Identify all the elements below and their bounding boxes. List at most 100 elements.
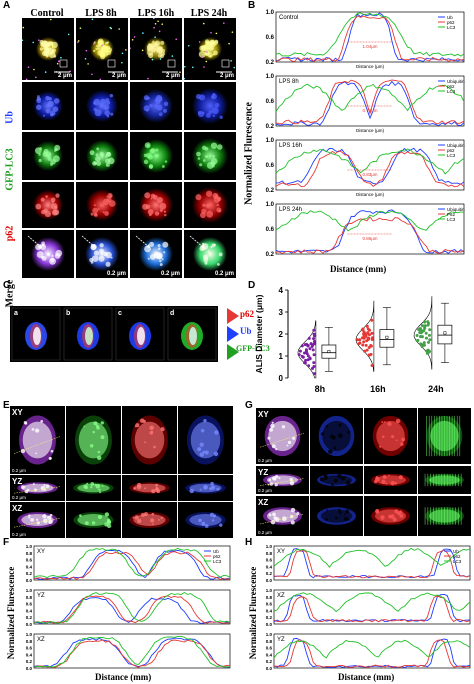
- series-line-ub: [275, 12, 465, 63]
- data-point: [424, 331, 428, 335]
- panel-e-view-2-2: [122, 502, 177, 538]
- subplot-title: XY: [277, 549, 285, 555]
- panel-label-b: B: [248, 0, 256, 11]
- y-tick-label: 0.8: [266, 595, 273, 600]
- legend-entry: p62: [447, 20, 455, 25]
- data-point: [308, 347, 312, 351]
- data-point: [362, 340, 366, 344]
- panel-e-view-1-0: YZ 0.2 μm: [10, 475, 65, 501]
- data-point: [370, 318, 374, 322]
- data-point: [297, 353, 301, 357]
- subplot-title: YZ: [37, 593, 45, 599]
- data-point: [427, 333, 431, 337]
- series-line-p62: [33, 595, 231, 624]
- series-line-p62: [275, 15, 465, 63]
- y-tick-label: 0.2: [26, 659, 33, 664]
- data-point: [312, 361, 316, 365]
- x-category-label: 16h: [370, 384, 386, 394]
- box-24h: [437, 324, 453, 345]
- data-point: [312, 342, 316, 346]
- panel-g-view-1-1: [310, 466, 363, 494]
- y-tick-label: 2: [279, 330, 284, 339]
- series-line-ub: [273, 593, 471, 623]
- data-point: [427, 340, 431, 344]
- series-line-p62: [275, 150, 465, 188]
- render-label: a: [14, 310, 18, 317]
- data-point: [419, 335, 423, 339]
- y-tick-label: 1.0: [26, 588, 33, 593]
- data-point: [309, 342, 313, 346]
- legend-entry: Ub: [447, 15, 453, 20]
- y-tick-label: 0.6: [266, 646, 273, 651]
- panel-e-view-0-0: XY 0.2 μm: [10, 406, 65, 474]
- data-point: [307, 364, 311, 368]
- panel-e-view-1-3: [178, 475, 233, 501]
- data-point: [424, 336, 428, 340]
- row-header-p62: p62: [4, 225, 16, 242]
- legend-entry: p62: [447, 84, 455, 89]
- series-line-ub: [275, 147, 465, 185]
- data-point: [310, 366, 314, 370]
- data-point: [370, 364, 374, 368]
- width-annotation: 0.86μm: [362, 236, 377, 241]
- y-tick-label: 0.6: [266, 163, 275, 169]
- series-line-p62: [33, 639, 231, 668]
- micrograph-overview-lps8h: 2 μm: [76, 18, 128, 80]
- panel-label-c: C: [3, 280, 11, 291]
- legend-entry: LC3: [447, 217, 456, 222]
- legend-entry: LC3: [447, 25, 456, 30]
- view-plane-label: XY: [12, 408, 23, 417]
- render-3d-c: c: [114, 306, 166, 362]
- y-tick-label: 0.6: [26, 558, 33, 563]
- y-tick-label: 0.0: [26, 578, 33, 583]
- data-point: [312, 328, 316, 332]
- panel-e-view-2-1: [66, 502, 121, 538]
- subplot-title: YZ: [277, 637, 285, 643]
- view-plane-label: YZ: [258, 468, 268, 477]
- data-point: [310, 344, 314, 348]
- data-point: [415, 333, 419, 337]
- panel-e-view-0-1: [66, 406, 121, 474]
- data-point: [358, 338, 362, 342]
- width-annotation: 0.71μm: [362, 108, 377, 113]
- panelF-subplot-2: 1.0 0.8 0.60.4 0.2 0.0 XZ: [26, 632, 231, 671]
- subplot-xlabel: Distance (μm): [356, 192, 385, 197]
- scale-bar-label: 2 μm: [165, 73, 180, 79]
- series-line-lc3: [273, 639, 471, 659]
- micrograph-lc3-lps8h: [76, 132, 128, 180]
- panel-g-view-2-2: [364, 496, 417, 536]
- data-point: [423, 324, 427, 328]
- subplot-title: XZ: [277, 593, 285, 599]
- subplot-xlabel: Distance (μm): [356, 64, 385, 69]
- mean-marker: [385, 335, 389, 339]
- data-point: [312, 353, 316, 357]
- x-category-label: 24h: [428, 384, 444, 394]
- series-line-p62: [273, 595, 471, 623]
- panel-e-view-1-2: [122, 475, 177, 501]
- micrograph-lc3-lps24h: [184, 132, 236, 180]
- render-3d-d: d: [166, 306, 218, 362]
- data-point: [422, 341, 426, 345]
- data-point: [300, 344, 304, 348]
- y-tick-label: 1.0: [266, 138, 275, 144]
- micrograph-overview-lps24h: 2 μm: [184, 18, 236, 80]
- y-tick-label: 0.2: [266, 659, 273, 664]
- scale-bar-label: 0.2 μm: [106, 271, 126, 277]
- data-point: [361, 343, 365, 347]
- series-line-p62: [273, 639, 471, 668]
- view-plane-label: XY: [258, 410, 269, 419]
- series-line-p62: [273, 549, 471, 579]
- data-point: [304, 358, 308, 362]
- y-tick-label: 0.8: [266, 639, 273, 644]
- subplot-title: LPS 24h: [279, 207, 302, 213]
- render-label: d: [170, 310, 174, 317]
- y-tick-label: 1.0: [266, 202, 275, 208]
- subplot-title: XY: [37, 549, 45, 555]
- mean-marker: [443, 331, 447, 335]
- panel-c-color-legend: [227, 308, 239, 360]
- row-header-gfp-lc3: GFP-LC3: [4, 148, 16, 191]
- micrograph-lc3-lps16h: [130, 132, 182, 180]
